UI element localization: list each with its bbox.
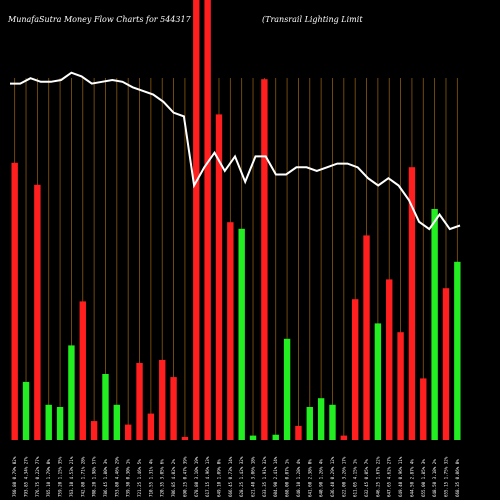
x-tick-label: 655.00 1.85% 3% — [421, 459, 426, 497]
x-tick-label: 655.15 1.75% 32% — [443, 456, 448, 497]
x-tick-label: 776.75 0.22% 77% — [35, 456, 40, 497]
x-tick-label: 763.10 4.53% 21% — [69, 456, 74, 497]
x-tick-label: 622.00 3.26% 17% — [341, 456, 346, 497]
x-tick-label: 786.45 1.80% 3% — [103, 459, 108, 497]
x-tick-label: 793.85 4.34% 27% — [24, 456, 29, 497]
x-tick-label: 649.10 1.09% 0% — [216, 459, 221, 497]
bar — [102, 374, 109, 440]
x-tick-label: 742.80 1.71% 28% — [80, 456, 85, 497]
bar — [124, 424, 132, 440]
bar — [374, 323, 382, 440]
x-tick-label: 604.90 2.41% 14% — [273, 456, 278, 497]
bar — [397, 332, 404, 440]
bar — [34, 184, 41, 440]
x-tick-label: 720.35 3.05% 6% — [160, 459, 165, 497]
bar — [79, 301, 86, 440]
x-tick-label: 678.80 3.10% 19% — [194, 456, 199, 497]
x-tick-label: 760.80 0.79% 02% — [12, 456, 17, 497]
bar — [181, 436, 189, 440]
x-tick-label: 641.60 2.38% 0% — [307, 459, 312, 497]
x-tick-label: 721.25 1.46% 5% — [137, 459, 142, 497]
x-tick-label: 644.50 2.87% 4% — [409, 459, 414, 497]
bar — [431, 209, 438, 440]
x-tick-label: 759.20 1.15% 35% — [58, 456, 63, 497]
x-tick-label: 649.40 0.96% 11% — [398, 456, 403, 497]
x-tick-label: 621.40 3.06% 18% — [251, 456, 256, 497]
bar — [340, 435, 348, 440]
x-tick-label: 640.90 1.26% 4% — [319, 459, 324, 497]
bar — [351, 299, 359, 440]
bar — [90, 421, 98, 440]
bar — [261, 79, 268, 440]
x-tick-label: 648.50 3.18% 2% — [432, 459, 437, 497]
bar — [283, 338, 291, 440]
bar — [317, 398, 325, 440]
bar — [204, 0, 211, 440]
x-tick-label: 646.25 1.67% 22% — [375, 456, 380, 497]
x-tick-label: 640.10 1.28% 4% — [296, 459, 301, 497]
x-tick-label: 611.05 4.15% 1% — [353, 459, 358, 497]
bar — [227, 222, 234, 440]
x-tick-label: 633.35 1.91% 32% — [262, 456, 267, 497]
bar — [45, 404, 52, 440]
x-tick-label: 628.25 1.42% 32% — [239, 456, 244, 497]
bar — [22, 381, 30, 440]
x-tick-label: 666.45 0.73% 14% — [228, 456, 233, 497]
bar — [272, 434, 279, 440]
bar — [454, 261, 461, 440]
x-tick-label: 668.35 0.06% 0% — [455, 459, 460, 497]
x-tick-label: 617.15 4.96% 13% — [205, 456, 210, 497]
bar — [295, 425, 302, 440]
bar — [68, 345, 75, 440]
bar — [329, 404, 336, 440]
x-tick-label: 690.25 0.47% 39% — [182, 456, 187, 497]
bar — [136, 363, 143, 440]
x-tick-label: 668.00 0.07% 1% — [285, 459, 290, 497]
bar — [170, 377, 177, 440]
bar — [193, 0, 200, 440]
bar — [363, 235, 370, 440]
x-tick-label: 706.85 4.02% 2% — [171, 459, 176, 497]
chart-title: MunafaSutra Money Flow Charts for 544317 — [8, 15, 191, 24]
bar — [11, 162, 18, 441]
price-line — [10, 71, 461, 231]
bar — [56, 407, 64, 440]
bar — [249, 435, 257, 440]
bar — [147, 413, 155, 440]
bar — [113, 404, 121, 440]
x-tick-label: 647.65 4.62% 27% — [387, 456, 392, 497]
bar — [159, 359, 166, 440]
bar — [386, 279, 393, 440]
x-tick-label: 710.55 1.31% 4% — [148, 459, 153, 497]
bar — [306, 407, 313, 440]
bar — [420, 378, 427, 440]
chart-subtitle: (Transrail Lighting Limit — [262, 15, 363, 24]
x-tick-label: 708.20 1.98% 57% — [92, 456, 97, 497]
bar — [408, 167, 416, 440]
x-tick-label: 632.45 0.05% 7% — [364, 459, 369, 497]
x-tick-label: 739.30 0.30% 1% — [126, 459, 131, 497]
bar — [238, 228, 245, 440]
bar — [215, 114, 223, 441]
bar — [442, 288, 450, 440]
x-tick-label: 636.40 0.29% 12% — [330, 456, 335, 497]
x-tick-label: 753.80 4.46% 29% — [114, 456, 119, 497]
x-tick-label: 765.10 1.79% 0% — [46, 459, 51, 497]
